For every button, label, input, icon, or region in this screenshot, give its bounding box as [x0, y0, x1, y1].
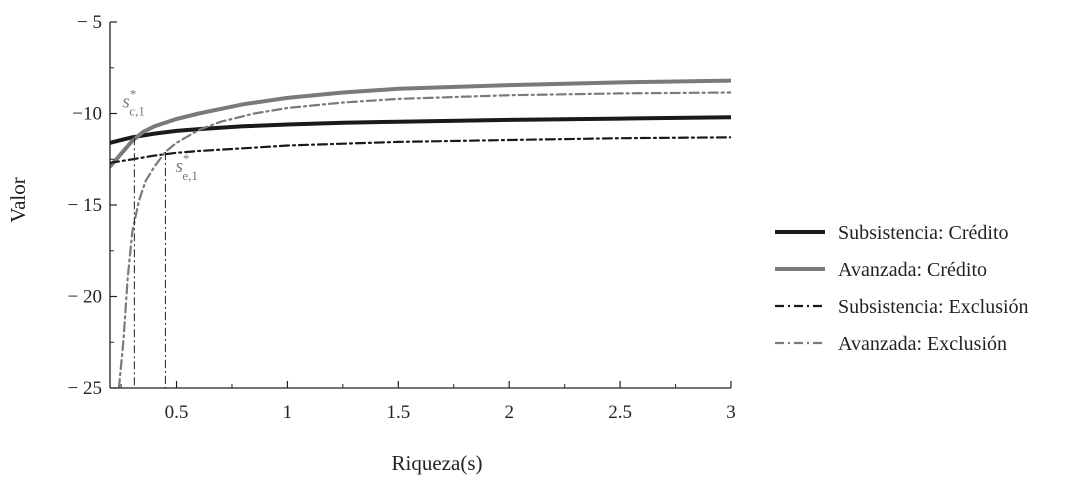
series-line-1 — [110, 117, 731, 143]
legend-entry-label: Avanzada: Crédito — [838, 259, 987, 281]
x-tick-label: 2 — [504, 402, 514, 423]
y-axis-title: Valor — [6, 177, 30, 223]
x-axis-title: Riqueza(s) — [392, 451, 483, 475]
series-line-3 — [110, 137, 731, 163]
y-tick-label: − 25 — [68, 378, 102, 399]
threshold-label: s* e,1 — [175, 151, 197, 183]
x-tick-label: 0.5 — [165, 402, 189, 423]
y-tick-label: − 15 — [68, 195, 102, 216]
axes: − 5 −10 − 15 − 20 − 25 0.5 1 1.5 2 2.5 3 — [68, 12, 736, 423]
y-tick-label: − 5 — [77, 12, 102, 33]
series-line-4 — [119, 93, 731, 389]
legend-entry-label: Subsistencia: Crédito — [838, 222, 1009, 244]
x-tick-label: 1.5 — [386, 402, 410, 423]
y-tick-label: − 20 — [68, 287, 102, 308]
threshold-label: s* c,1 — [122, 86, 144, 118]
y-tick-label: −10 — [72, 104, 102, 125]
legend-entry-label: Subsistencia: Exclusión — [838, 296, 1029, 318]
legend-entry-label: Avanzada: Exclusión — [838, 333, 1007, 355]
legend: Subsistencia: Crédito Avanzada: Crédito Su… — [775, 222, 1029, 355]
series-layer — [110, 81, 731, 388]
x-tick-label: 1 — [283, 402, 293, 423]
x-tick-label: 3 — [726, 402, 736, 423]
x-tick-label: 2.5 — [608, 402, 632, 423]
